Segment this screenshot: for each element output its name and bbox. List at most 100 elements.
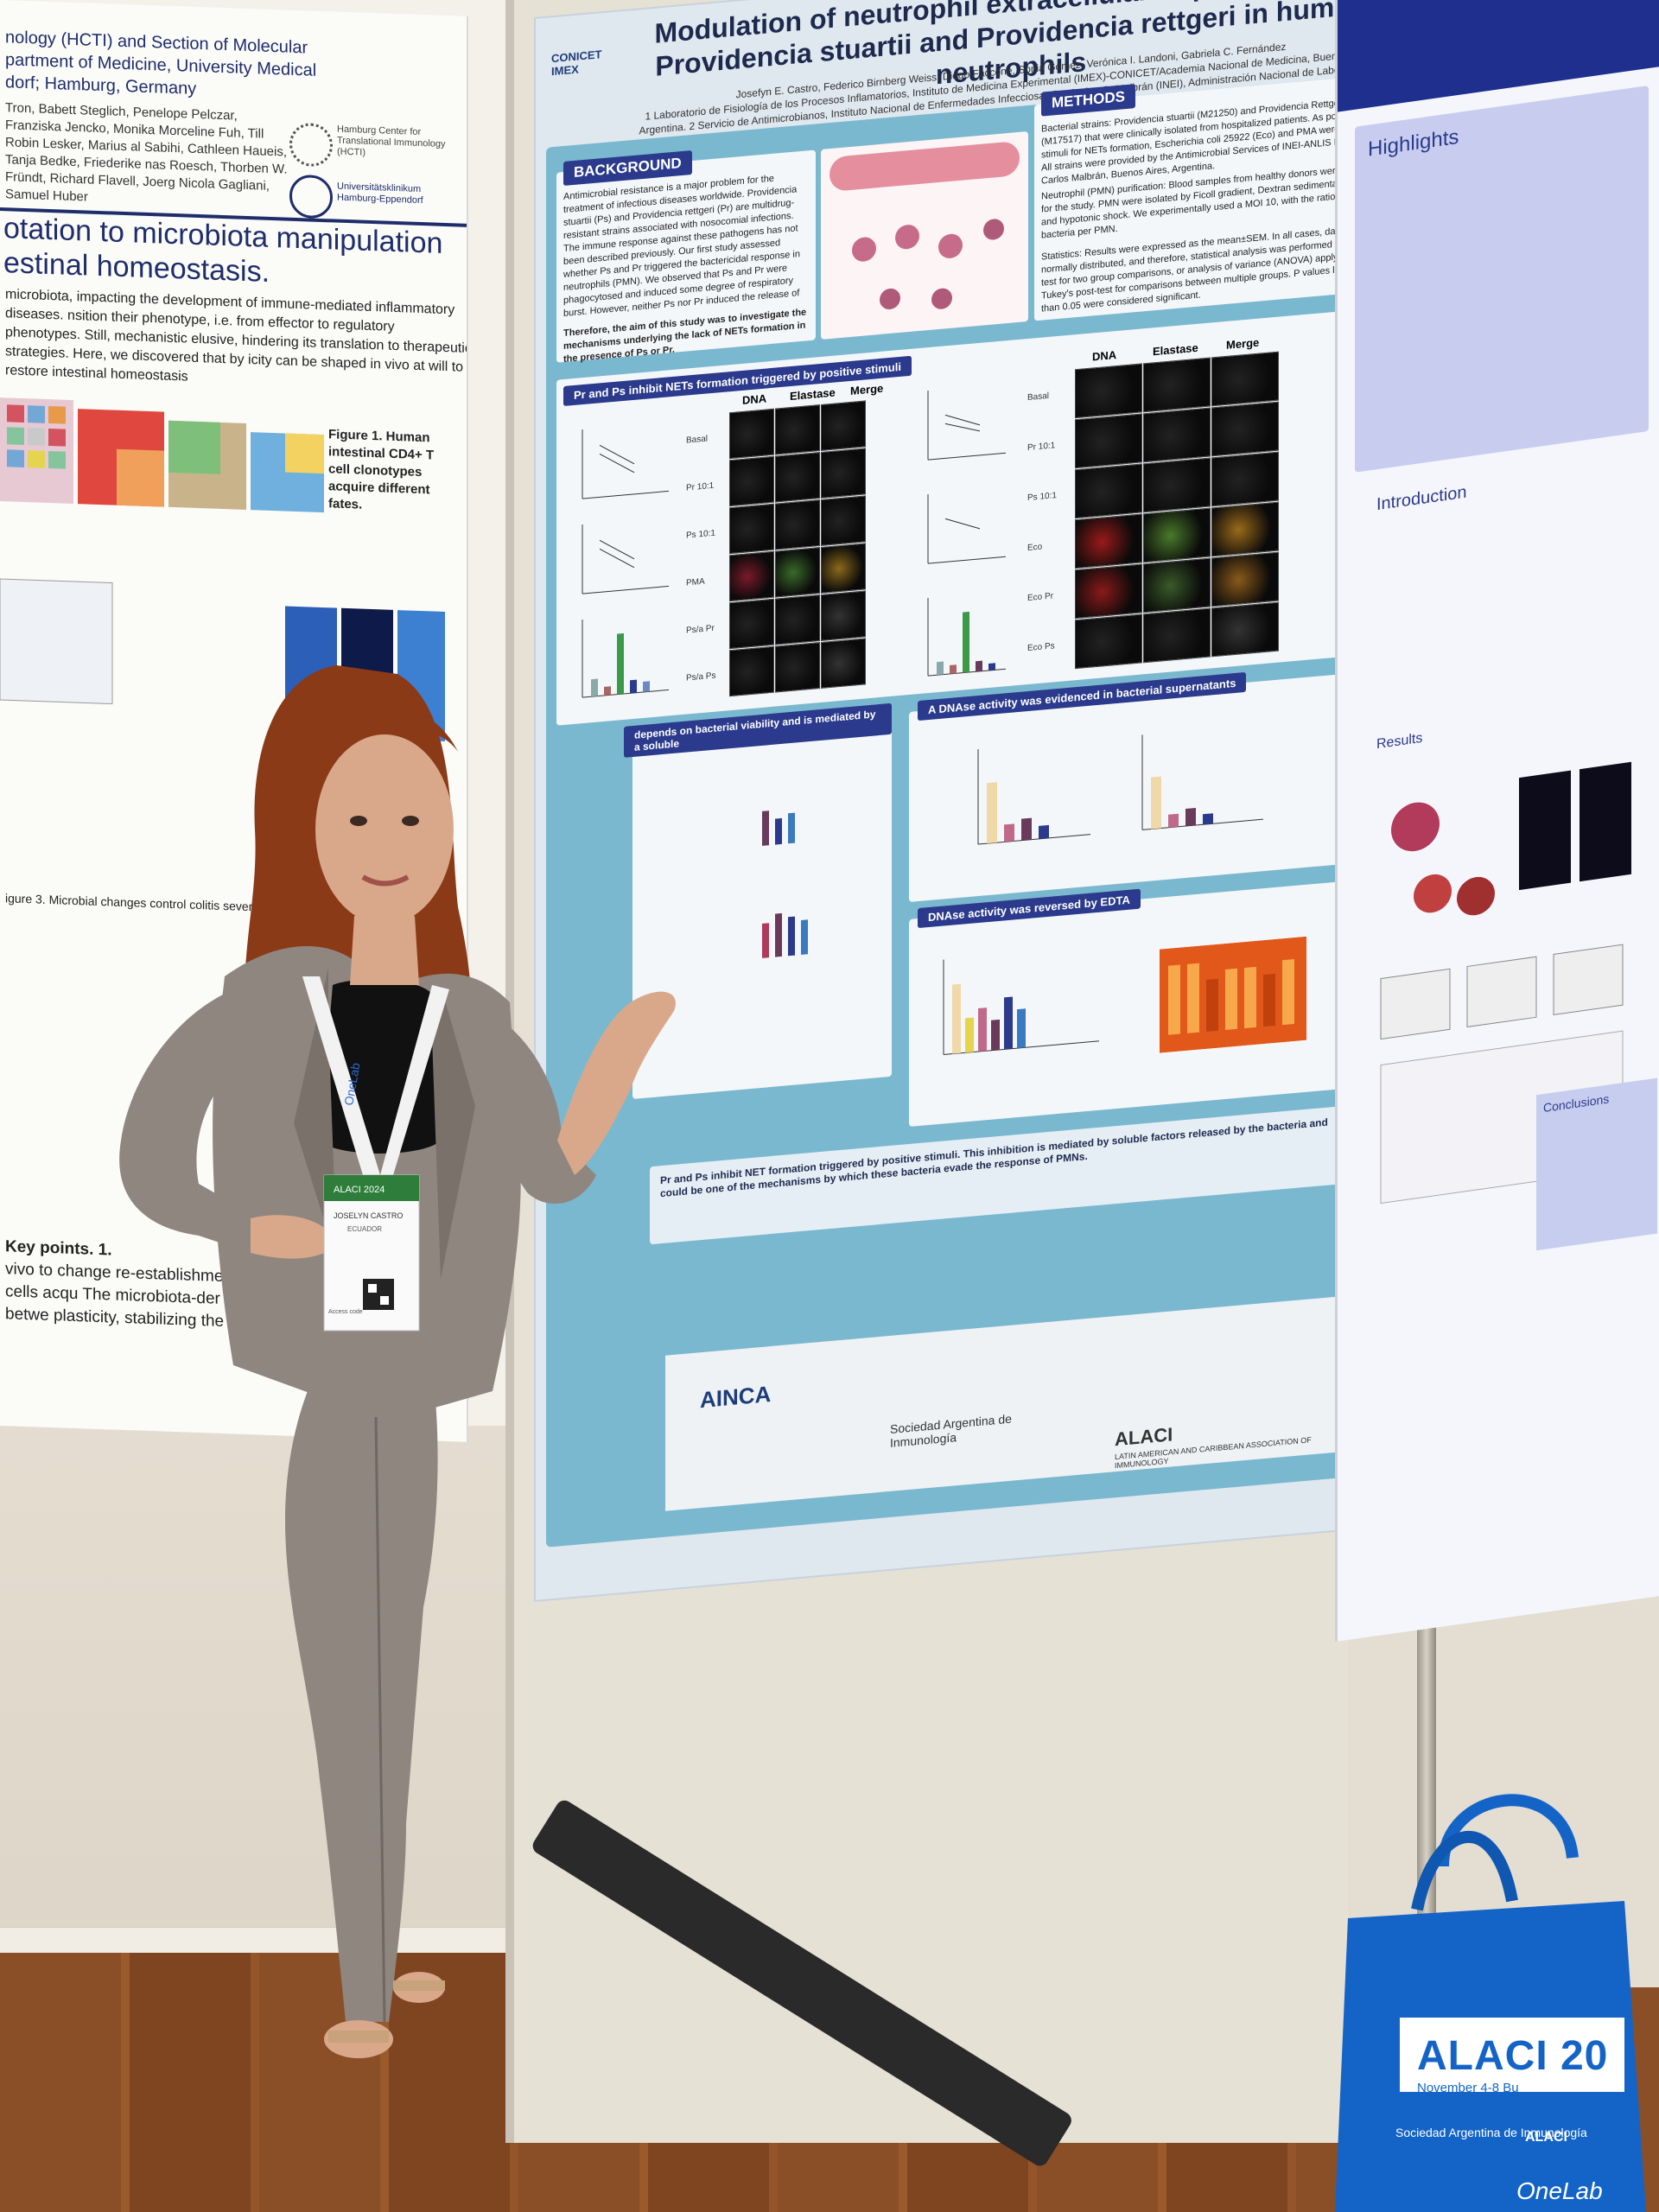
micrograph-panel [1143, 457, 1211, 513]
left-poster-title: otation to microbiota manipulation estin… [0, 207, 468, 296]
micrograph-panel [729, 503, 774, 555]
left-poster-intro: microbiota, impacting the development of… [5, 287, 468, 385]
left-poster-authors: Tron, Babett Steglich, Penelope Pelczar,… [5, 100, 288, 205]
results-nets-heading: Pr and Ps inhibit NETs formation trigger… [563, 355, 912, 407]
dnase-bar-charts [977, 734, 1263, 845]
results-dnase-section: A DNAse activity was evidenced in bacter… [909, 671, 1367, 903]
bag-label [1400, 2018, 1624, 2092]
column-label-elastase: Elastase [790, 385, 836, 404]
left-eye [350, 816, 367, 826]
micrograph-panel [1211, 501, 1279, 557]
background-heading: BACKGROUND [563, 150, 692, 187]
badge-event: ALACI 2024 [334, 1185, 385, 1195]
column-label-merge-right: Merge [1226, 335, 1260, 352]
results-heading: Results [1376, 730, 1423, 753]
micrograph-row-label: Eco Pr [1027, 591, 1054, 604]
badge-name: JOSELYN CASTRO [334, 1211, 403, 1220]
micrograph-row-label: Eco Ps [1027, 641, 1055, 654]
micrograph-panel [729, 598, 774, 650]
tote-bag-shape [1335, 1794, 1646, 2212]
micrograph-panel [1143, 507, 1211, 563]
micrograph-panel [1211, 351, 1279, 407]
alaci-logo: ALACI [1115, 1423, 1173, 1451]
micrograph-panel [1211, 601, 1279, 658]
tote-bag: ALACI 20 November 4-8 Bu Sociedad Argent… [1313, 1771, 1659, 2212]
micrograph-panel [729, 550, 774, 602]
face [315, 734, 454, 925]
micrograph-grid-right [1075, 351, 1282, 671]
micrograph-panel [1143, 407, 1211, 463]
figure-1-caption: Figure 1. Human intestinal CD4+ T cell c… [328, 427, 435, 512]
viability-bar-charts [762, 810, 808, 958]
micrograph-panel [775, 452, 820, 503]
column-label-merge: Merge [850, 381, 884, 397]
sandal-strap [393, 1980, 445, 1991]
neutrophil-schematic [821, 130, 1028, 340]
micrograph-row-label: Eco [1027, 542, 1043, 554]
lanyard-left [302, 976, 380, 1175]
micrograph-grid-left [729, 400, 868, 697]
column-label-dna: DNA [742, 391, 767, 407]
micrograph-row-label: Ps 10:1 [686, 528, 715, 541]
micrograph-panel [775, 594, 820, 645]
highlights-heading: Highlights [1368, 124, 1459, 162]
results-viability-section: depends on bacterial viability and is me… [624, 702, 892, 1100]
micrograph-panel [821, 543, 866, 594]
hcti-logo-text: Hamburg Center for Translational Immunol… [337, 124, 446, 158]
row-labels-right: Basal Pr 10:1 Ps 10:1 Eco Eco Pr Eco Ps [1027, 374, 1071, 680]
micrograph-row-label: Pr 10:1 [1027, 441, 1056, 454]
micrograph-panel [821, 495, 866, 546]
micrograph-panel [821, 590, 866, 641]
micrograph-row-label: Ps 10:1 [1027, 491, 1057, 504]
right-poster: Highlights Introduction Results Conclusi… [1335, 0, 1659, 1642]
right-eye [402, 816, 419, 826]
micrograph-panel [1143, 557, 1211, 613]
column-label-dna-right: DNA [1092, 348, 1117, 364]
micrograph-panel [1075, 613, 1142, 670]
neutrophil-diagram [830, 142, 1020, 310]
results-nets-section: Pr and Ps inhibit NETs formation trigger… [556, 308, 1377, 726]
uke-seal-icon [289, 174, 333, 219]
micrograph-panel [1211, 551, 1279, 607]
bag-date: November 4-8 Bu [1417, 2081, 1519, 2095]
hair-top [311, 702, 458, 795]
micrograph-row-label: PMA [686, 576, 705, 588]
neck [350, 916, 419, 985]
left-arm [119, 994, 259, 1253]
micrograph-panel [775, 499, 820, 550]
micrograph-panel [1143, 357, 1211, 413]
micrograph-panel [1143, 607, 1211, 664]
micrograph-panel [775, 404, 820, 455]
results-edta-section: DNAse activity was reversed by EDTA [909, 879, 1367, 1128]
column-label-elastase-right: Elastase [1153, 340, 1198, 359]
micrograph-row-label: Basal [686, 434, 709, 446]
micrograph-panel [729, 455, 774, 507]
bag-alaci: ALACI [1525, 2130, 1567, 2145]
micrograph-row-label: Pr 10:1 [686, 480, 715, 493]
methods-section: METHODS Bacterial strains: Providencia s… [1034, 74, 1376, 321]
bag-bottom-brand: OneLab [1516, 2177, 1603, 2204]
bag-title: ALACI 20 [1417, 2033, 1609, 2079]
main-poster: ID: 152 CONICET IMEX Modulation of neutr… [534, 0, 1406, 1603]
presenter-woman: OneLab ALACI 2024 JOSELYN CASTRO ECUADOR… [119, 665, 676, 2058]
hcti-logo-icon [289, 122, 333, 168]
bag-sponsor: Sociedad Argentina de Inmunología [1395, 2126, 1587, 2139]
micrograph-panel [729, 408, 774, 460]
micrograph-panel [1211, 401, 1279, 457]
lanyard-right [380, 985, 449, 1175]
micrograph-panel [1075, 363, 1142, 419]
badge-country: ECUADOR [347, 1225, 382, 1233]
badge-header [324, 1175, 419, 1201]
badge-access-label: Access code [328, 1309, 363, 1315]
micrograph-panel [775, 547, 820, 598]
conclusions-heading: Conclusions [1543, 1091, 1610, 1116]
micrograph-panel [821, 448, 866, 499]
uke-logo-text: Universitätsklinikum Hamburg-Eppendorf [337, 181, 423, 207]
micrograph-row-label: Ps/a Pr [686, 623, 715, 636]
micrograph-row-label: Basal [1027, 391, 1050, 404]
conicet-imex-logo: CONICET IMEX [551, 48, 602, 79]
poster-content-frame: BACKGROUND Antimicrobial resistance is a… [546, 73, 1384, 1548]
introduction-heading: Introduction [1376, 482, 1467, 515]
conclusions-box: Conclusions [1536, 1077, 1657, 1251]
micrograph-panel [1211, 451, 1279, 507]
